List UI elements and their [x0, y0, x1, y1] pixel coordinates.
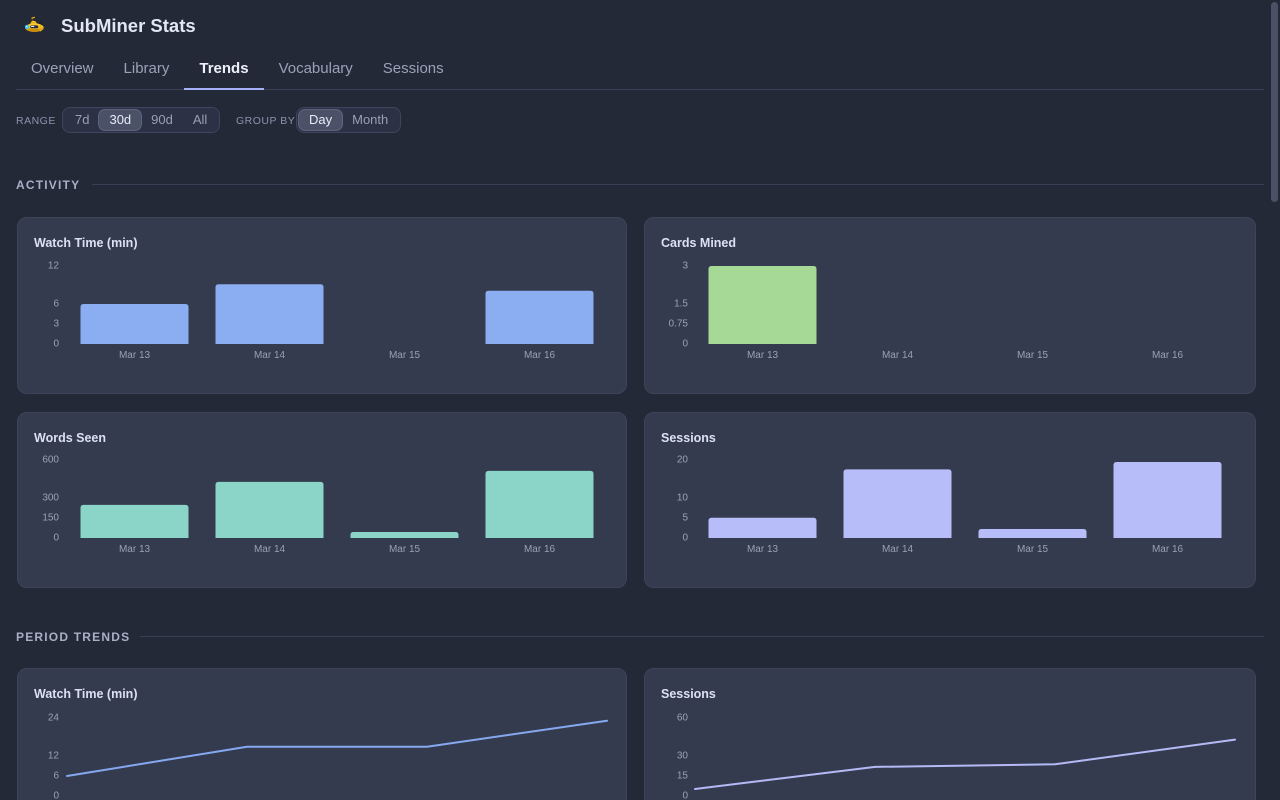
svg-text:20: 20	[677, 455, 689, 466]
svg-text:150: 150	[42, 513, 59, 524]
svg-text:Mar 16: Mar 16	[1152, 350, 1184, 361]
svg-text:Mar 13: Mar 13	[747, 544, 779, 555]
svg-text:Watch Time (min): Watch Time (min)	[34, 687, 137, 701]
svg-text:6: 6	[53, 299, 59, 310]
svg-text:Mar 15: Mar 15	[1017, 544, 1049, 555]
svg-text:Mar 16: Mar 16	[524, 350, 556, 361]
svg-text:0.75: 0.75	[669, 319, 689, 330]
svg-text:Mar 14: Mar 14	[254, 350, 286, 361]
svg-text:0: 0	[682, 339, 688, 350]
svg-text:0: 0	[53, 533, 59, 544]
svg-text:Mar 14: Mar 14	[882, 350, 914, 361]
svg-text:3: 3	[53, 319, 59, 330]
svg-text:0: 0	[682, 791, 688, 800]
svg-text:Sessions: Sessions	[661, 431, 716, 445]
svg-text:Mar 15: Mar 15	[389, 544, 421, 555]
svg-text:300: 300	[42, 493, 59, 504]
svg-text:Mar 15: Mar 15	[389, 350, 421, 361]
svg-text:0: 0	[682, 533, 688, 544]
svg-text:600: 600	[42, 455, 59, 466]
svg-text:Watch Time (min): Watch Time (min)	[34, 236, 137, 250]
svg-text:0: 0	[53, 339, 59, 350]
svg-text:1.5: 1.5	[674, 299, 688, 310]
svg-text:24: 24	[48, 713, 60, 724]
svg-text:0: 0	[53, 791, 59, 800]
svg-text:30: 30	[677, 751, 689, 762]
svg-text:Mar 13: Mar 13	[119, 544, 151, 555]
svg-text:Mar 13: Mar 13	[747, 350, 779, 361]
svg-text:6: 6	[53, 771, 59, 782]
svg-text:Mar 13: Mar 13	[119, 350, 151, 361]
svg-text:Mar 16: Mar 16	[1152, 544, 1184, 555]
svg-text:12: 12	[48, 261, 60, 272]
svg-text:5: 5	[682, 513, 688, 524]
svg-text:Mar 15: Mar 15	[1017, 350, 1049, 361]
svg-text:Mar 14: Mar 14	[882, 544, 914, 555]
svg-text:60: 60	[677, 713, 689, 724]
svg-text:3: 3	[682, 261, 688, 272]
svg-text:15: 15	[677, 771, 689, 782]
svg-text:Mar 16: Mar 16	[524, 544, 556, 555]
svg-text:Cards Mined: Cards Mined	[661, 236, 736, 250]
svg-text:Mar 14: Mar 14	[254, 544, 286, 555]
svg-text:10: 10	[677, 493, 689, 504]
svg-text:12: 12	[48, 751, 60, 762]
svg-text:Words Seen: Words Seen	[34, 431, 106, 445]
svg-text:Sessions: Sessions	[661, 687, 716, 701]
